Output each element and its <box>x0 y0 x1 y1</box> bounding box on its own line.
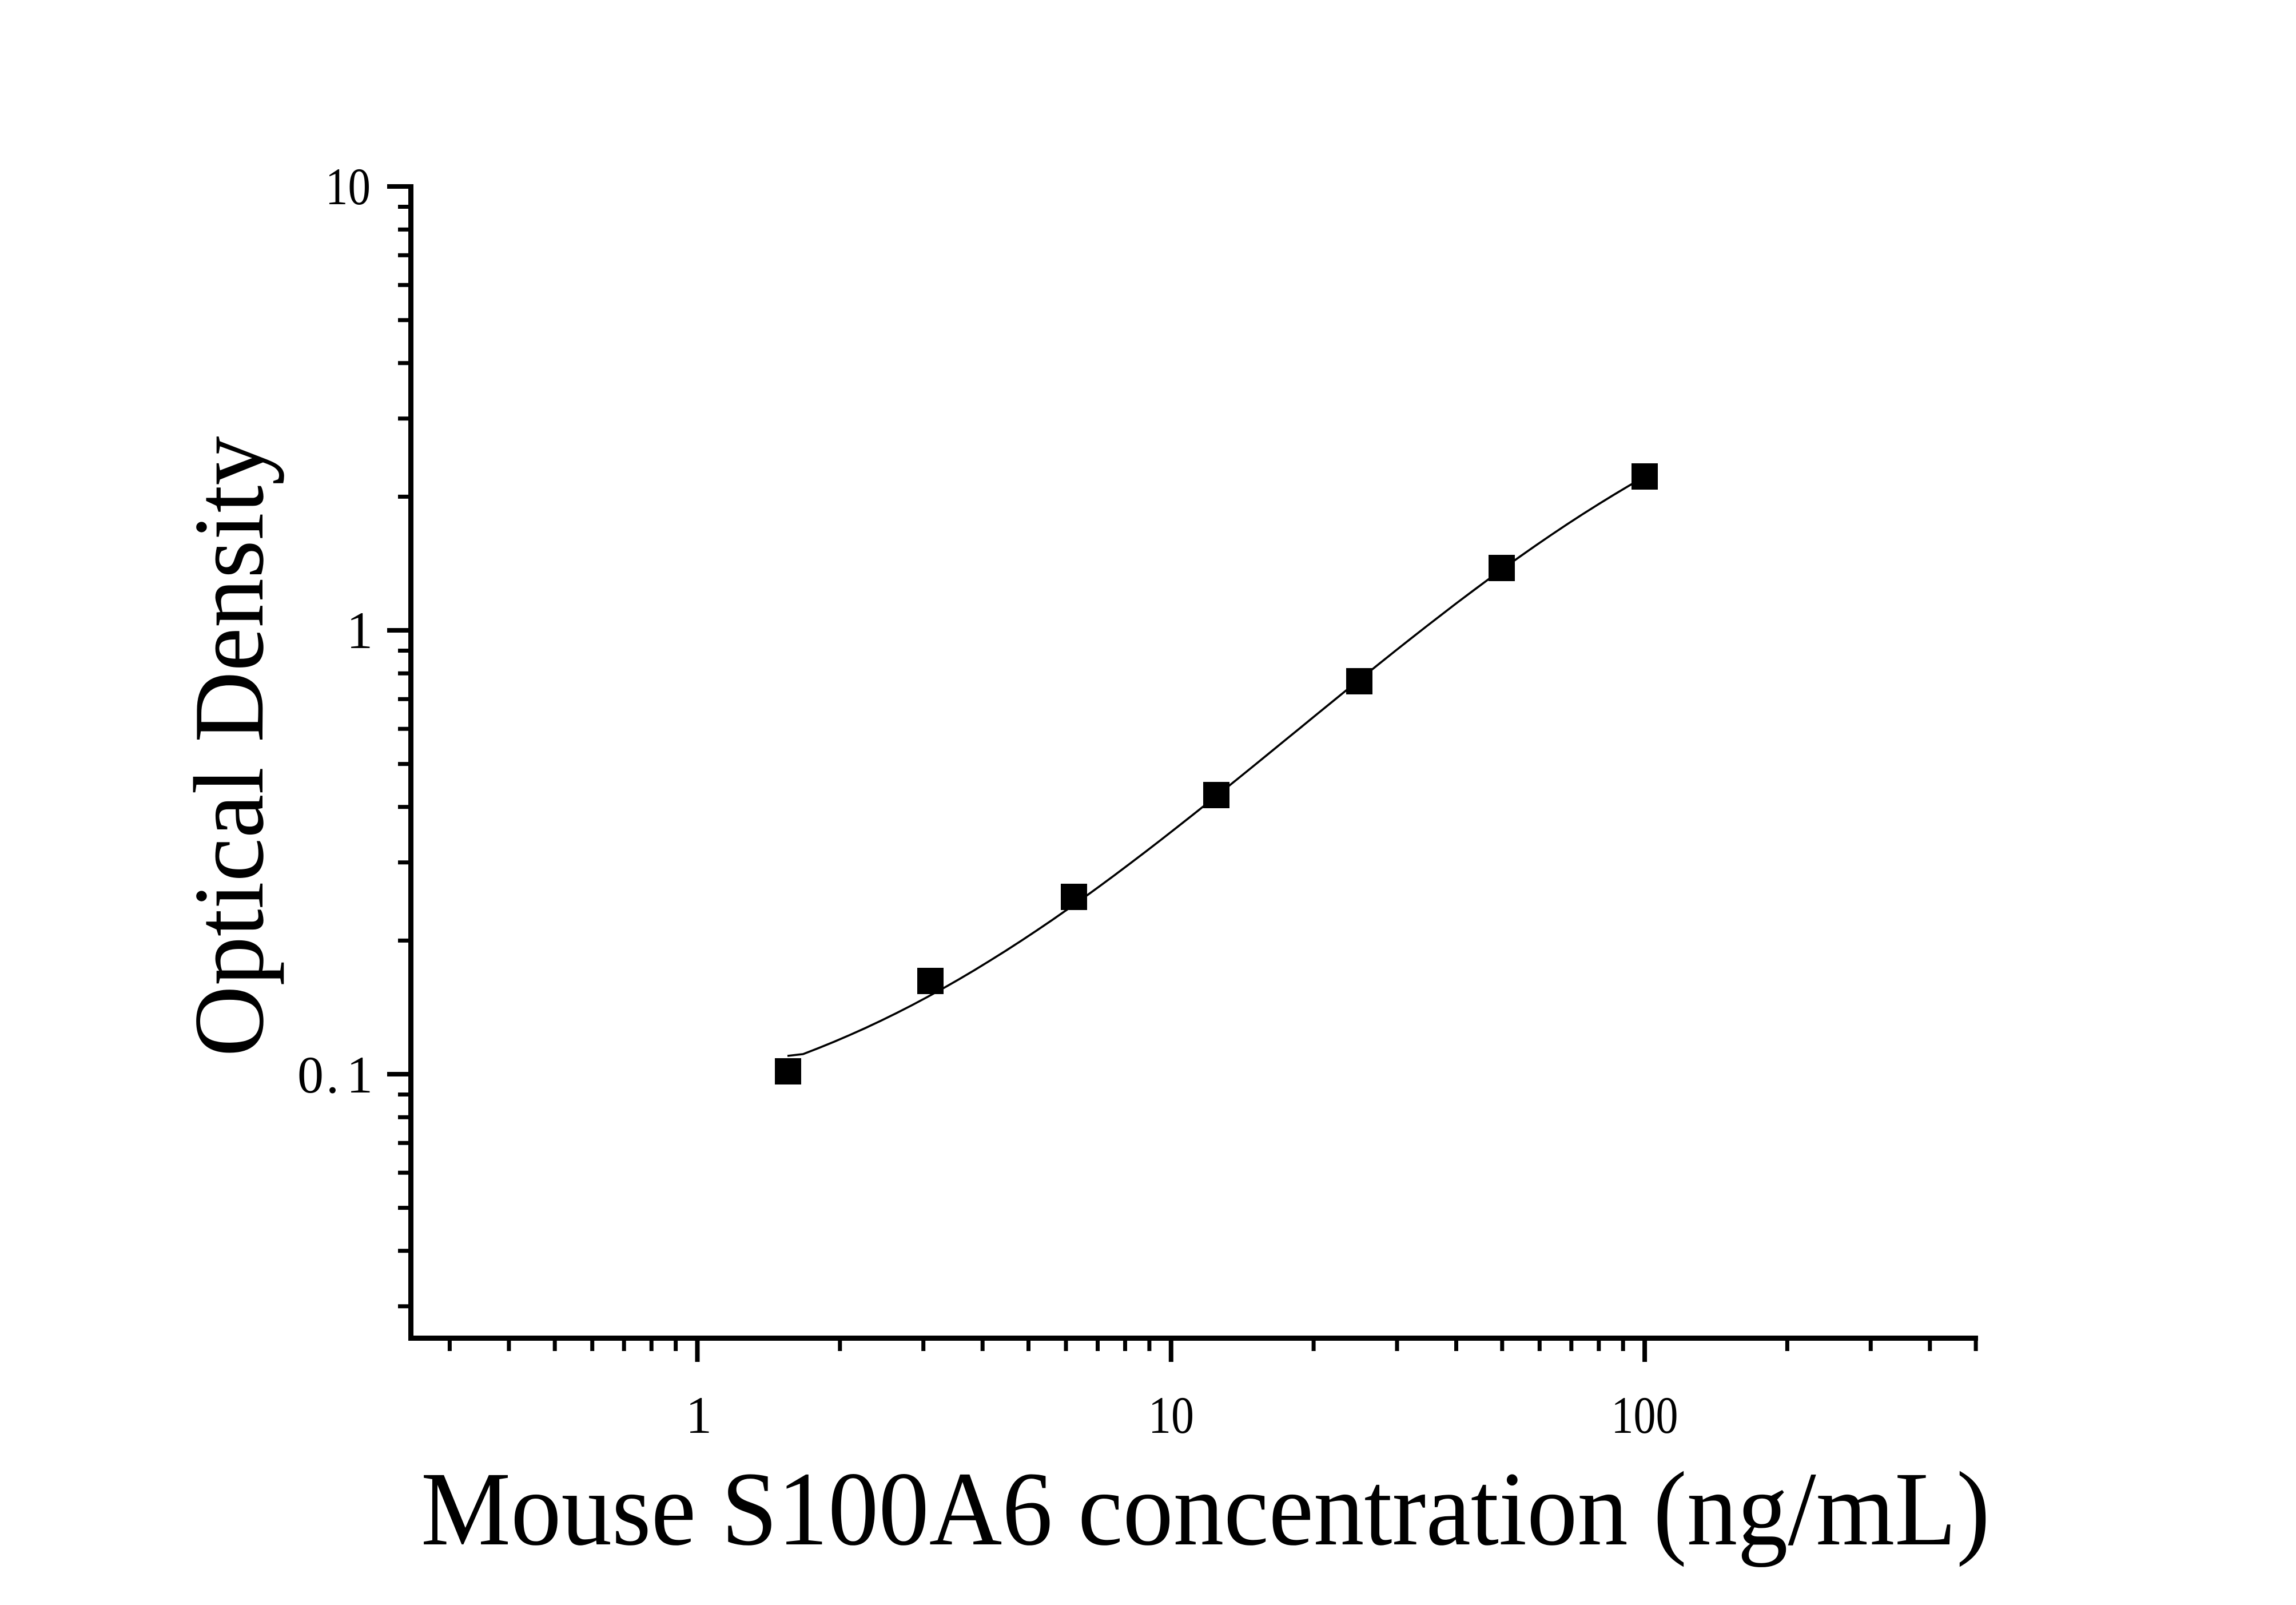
svg-text:0.1: 0. 1 <box>297 1046 373 1104</box>
svg-text:10: 10 <box>325 157 371 216</box>
svg-text:Mouse S100A6 concentration (ng: Mouse S100A6 concentration (ng/mL) <box>421 1451 1990 1568</box>
svg-text:10: 10 <box>1148 1386 1194 1444</box>
svg-text:Optical Density: Optical Density <box>173 436 284 1057</box>
svg-text:1: 1 <box>686 1386 712 1444</box>
svg-text:1: 1 <box>347 601 373 660</box>
svg-text:100: 100 <box>1611 1386 1678 1444</box>
